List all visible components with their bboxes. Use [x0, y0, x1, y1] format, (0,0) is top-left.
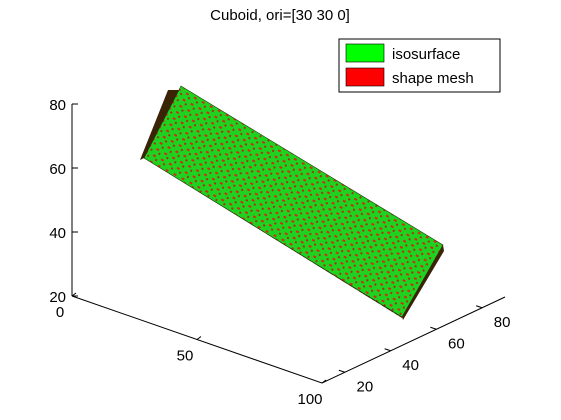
- cuboid-top-face: [143, 85, 444, 318]
- legend: isosurface shape mesh: [338, 38, 501, 93]
- legend-swatch-isosurface: [345, 43, 385, 63]
- y-tick-mark: [384, 348, 391, 352]
- legend-label-shape-mesh: shape mesh: [392, 70, 474, 87]
- z-tick-label: 40: [49, 225, 66, 242]
- y-axis-line: [321, 296, 506, 384]
- x-tick-mark: [196, 336, 202, 340]
- y-tick-label: 40: [402, 357, 419, 374]
- cuboid-plot: [140, 85, 444, 320]
- y-tick-label: 20: [357, 378, 374, 395]
- legend-label-isosurface: isosurface: [392, 46, 460, 63]
- y-tick-mark: [430, 326, 437, 330]
- x-tick-label: 100: [297, 391, 322, 408]
- x-tick-label: 0: [56, 304, 64, 321]
- z-tick-label: 20: [49, 289, 66, 306]
- x-tick-label: 50: [177, 348, 194, 365]
- z-tick-label: 80: [49, 97, 66, 114]
- legend-swatch-shape-mesh: [345, 67, 385, 87]
- y-tick-label: 60: [448, 335, 465, 352]
- y-tick-mark: [475, 305, 483, 309]
- chart-title: Cuboid, ori=[30 30 0]: [210, 7, 350, 24]
- z-tick-label: 60: [49, 161, 66, 178]
- cuboid-right-face: [402, 245, 444, 320]
- y-tick-label: 80: [494, 314, 511, 331]
- axes: 0 50 100 20 40 60 80 20 40 60 80: [49, 97, 510, 408]
- y-tick-mark: [338, 369, 346, 373]
